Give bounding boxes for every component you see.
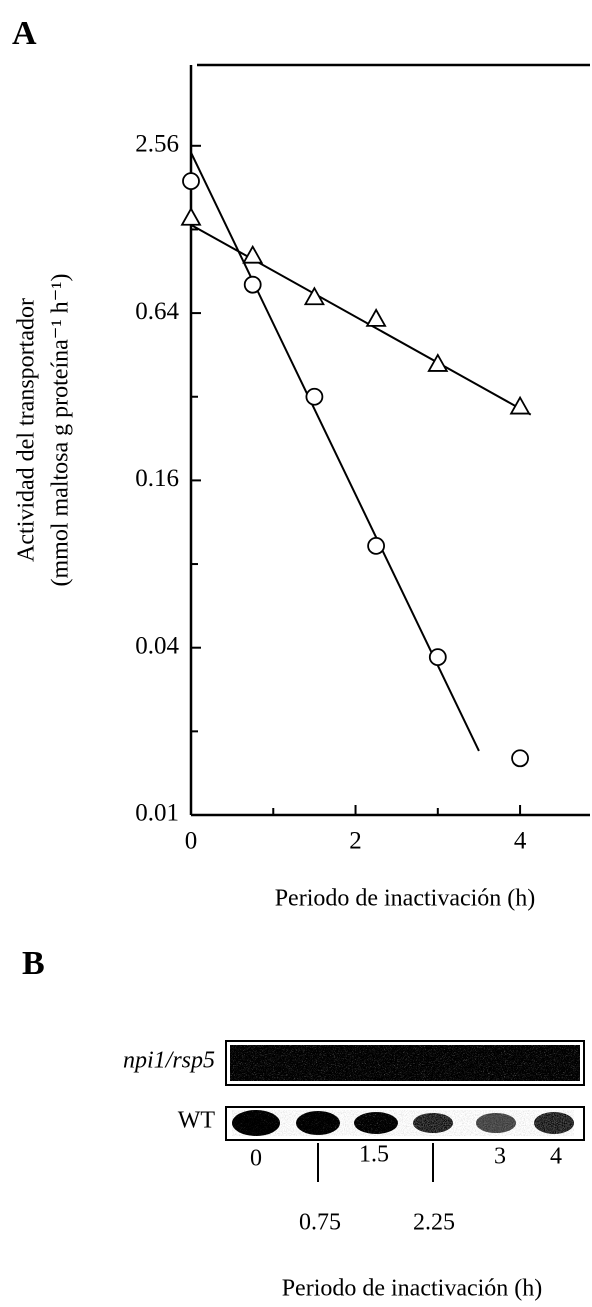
blot-band	[534, 1112, 574, 1134]
lane-label: 3	[494, 1144, 506, 1170]
data-point	[512, 750, 528, 766]
blot-band	[354, 1112, 398, 1134]
panel-label: B	[22, 945, 45, 982]
data-point	[183, 173, 199, 189]
x-tick-label: 0	[185, 828, 198, 855]
y-tick-label: 0.01	[135, 800, 179, 827]
data-point	[430, 649, 446, 665]
blot-band	[413, 1113, 453, 1133]
blot-band	[232, 1110, 280, 1136]
lane-label: 0.75	[299, 1210, 341, 1236]
blot-band	[476, 1113, 516, 1133]
panel-label: A	[12, 15, 37, 52]
data-point	[306, 389, 322, 405]
blot-row-label: WT	[178, 1108, 216, 1134]
blot-x-label: Periodo de inactivación (h)	[282, 1276, 543, 1302]
y-tick-label: 2.56	[135, 131, 179, 158]
figure: A B Periodo de inactivación (h) Activida…	[0, 0, 592, 1307]
y-axis-label: Actividad del transportador	[14, 298, 40, 562]
blot-band	[230, 1045, 580, 1081]
blot: npi1/rsp5 WT 0 0.75 1.5 2.25 3 4 Periodo…	[123, 1041, 584, 1302]
data-point	[367, 310, 385, 326]
x-tick-label: 2	[349, 828, 362, 855]
page: {"panel_labels": ["A", "B"], "chart_data…	[0, 0, 592, 1307]
fit-line	[191, 225, 531, 415]
blot-row-label: npi1/rsp5	[123, 1048, 215, 1074]
x-tick-label: 4	[514, 828, 527, 855]
data-point	[368, 538, 384, 554]
y-axis-label: (mmol maltosa g proteína⁻¹ h⁻¹)	[48, 274, 74, 587]
lane-label: 1.5	[359, 1142, 389, 1168]
y-tick-label: 0.04	[135, 632, 179, 659]
x-axis-label: Periodo de inactivación (h)	[275, 886, 536, 912]
data-point	[182, 209, 200, 225]
y-tick-label: 0.64	[135, 298, 179, 325]
blot-band	[296, 1111, 340, 1135]
data-point	[245, 277, 261, 293]
lane-label: 2.25	[413, 1210, 455, 1236]
lane-label: 0	[250, 1146, 262, 1172]
y-tick-label: 0.16	[135, 465, 179, 492]
lane-label: 4	[550, 1144, 562, 1170]
data-point	[429, 355, 447, 371]
